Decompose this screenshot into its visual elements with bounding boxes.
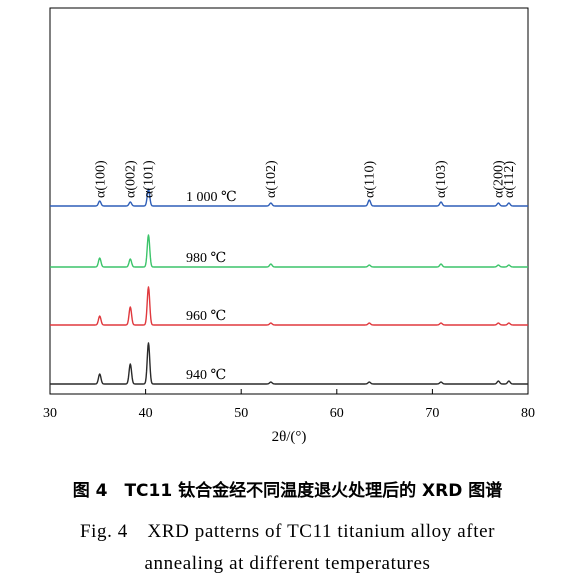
peak-label: α(112) bbox=[502, 161, 517, 198]
series-curves bbox=[49, 188, 529, 385]
peak-label: α(102) bbox=[264, 160, 279, 198]
series-labels: 1 000 ℃ 980 ℃ 960 ℃ 940 ℃ bbox=[186, 190, 237, 383]
x-tick-label: 70 bbox=[425, 406, 439, 421]
series-label: 980 ℃ bbox=[186, 251, 226, 266]
series-line bbox=[49, 234, 529, 268]
figure-caption-en-line2: annealing at different temperatures bbox=[144, 553, 431, 574]
peak-label: α(103) bbox=[434, 160, 449, 198]
x-axis-tick-labels: 30 40 50 60 70 80 bbox=[43, 406, 535, 421]
peak-label: α(002) bbox=[123, 160, 138, 198]
x-axis-label: 2θ/(°) bbox=[272, 429, 307, 445]
plot-frame bbox=[49, 7, 529, 395]
x-axis-ticks bbox=[49, 389, 529, 394]
x-tick-label: 40 bbox=[139, 406, 153, 421]
peak-label: α(101) bbox=[141, 160, 156, 198]
series-line bbox=[49, 188, 529, 207]
peak-label: α(110) bbox=[362, 161, 377, 198]
series-label: 1 000 ℃ bbox=[186, 190, 237, 205]
series-label: 940 ℃ bbox=[186, 368, 226, 383]
peak-label: α(100) bbox=[94, 160, 109, 198]
series-line bbox=[49, 286, 529, 326]
figure-caption-cn: 图 4 TC11 钛合金经不同温度退火处理后的 XRD 图谱 bbox=[72, 481, 503, 501]
series-label: 960 ℃ bbox=[186, 309, 226, 324]
x-tick-label: 30 bbox=[43, 406, 57, 421]
series-line bbox=[49, 342, 529, 385]
peak-labels: α(100) α(002) α(101) α(102) α(110) α(103) α(20… bbox=[94, 160, 517, 198]
figure-caption-en-line1: Fig. 4 XRD patterns of TC11 titanium all… bbox=[79, 521, 496, 542]
x-tick-label: 50 bbox=[234, 406, 248, 421]
peak-label: α(200) bbox=[491, 160, 506, 198]
x-tick-label: 80 bbox=[521, 406, 535, 421]
x-tick-label: 60 bbox=[330, 406, 344, 421]
